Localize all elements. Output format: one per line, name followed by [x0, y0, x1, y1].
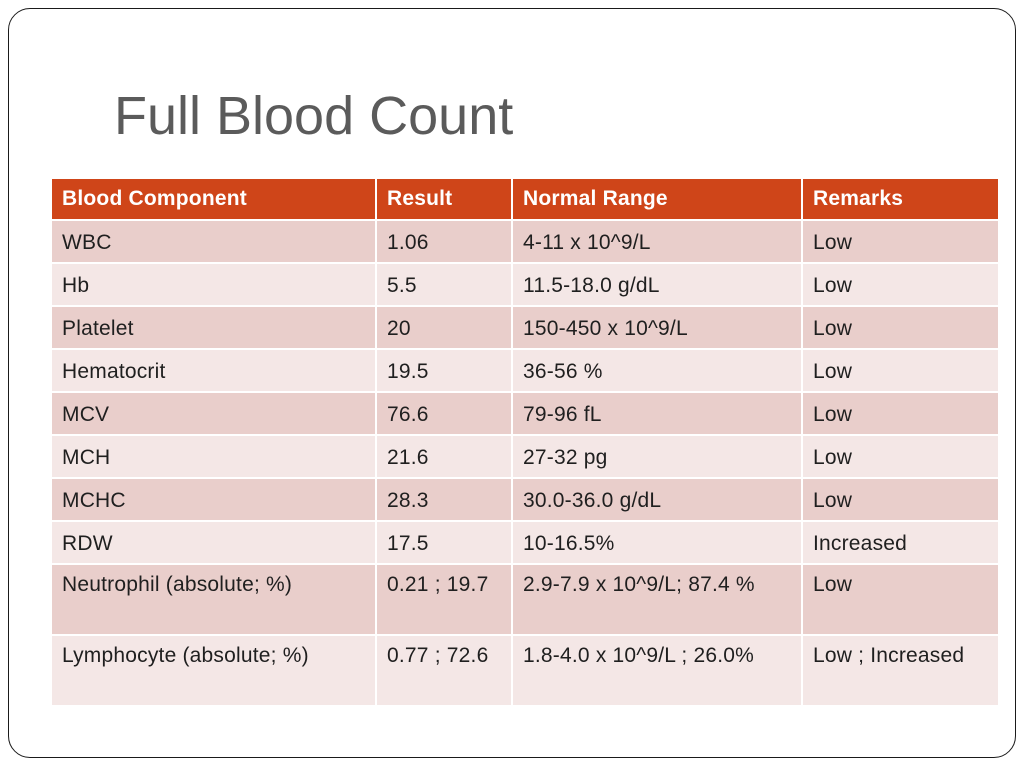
cell-component: Neutrophil (absolute; %) — [52, 564, 377, 636]
cell-normal-range: 150-450 x 10^9/L — [512, 306, 803, 350]
cell-remarks: Low — [802, 564, 998, 636]
table-row: Platelet 20 150-450 x 10^9/L Low — [52, 306, 998, 350]
cell-result: 28.3 — [376, 478, 513, 522]
cell-remarks: Low — [802, 478, 998, 522]
cell-result: 0.77 ; 72.6 — [376, 635, 513, 707]
table-row: MCHC 28.3 30.0-36.0 g/dL Low — [52, 478, 998, 522]
cell-component: WBC — [52, 220, 377, 264]
table-row: Neutrophil (absolute; %) 0.21 ; 19.7 2.9… — [52, 564, 998, 636]
cell-result: 76.6 — [376, 392, 513, 436]
cell-result: 21.6 — [376, 435, 513, 479]
header-result: Result — [376, 179, 513, 221]
table-row: Hematocrit 19.5 36-56 % Low — [52, 349, 998, 393]
cell-normal-range: 27-32 pg — [512, 435, 803, 479]
cell-normal-range: 4-11 x 10^9/L — [512, 220, 803, 264]
cell-remarks: Low — [802, 220, 998, 264]
table-row: Hb 5.5 11.5-18.0 g/dL Low — [52, 263, 998, 307]
cell-normal-range: 2.9-7.9 x 10^9/L; 87.4 % — [512, 564, 803, 636]
cell-normal-range: 11.5-18.0 g/dL — [512, 263, 803, 307]
header-remarks: Remarks — [802, 179, 998, 221]
header-blood-component: Blood Component — [52, 179, 377, 221]
cell-component: MCH — [52, 435, 377, 479]
cell-component: Hb — [52, 263, 377, 307]
cell-component: Hematocrit — [52, 349, 377, 393]
table-row: RDW 17.5 10-16.5% Increased — [52, 521, 998, 565]
cell-normal-range: 10-16.5% — [512, 521, 803, 565]
cell-result: 20 — [376, 306, 513, 350]
cell-component: MCHC — [52, 478, 377, 522]
cell-component: Platelet — [52, 306, 377, 350]
header-normal-range: Normal Range — [512, 179, 803, 221]
table-row: MCV 76.6 79-96 fL Low — [52, 392, 998, 436]
table-header-row: Blood Component Result Normal Range Rema… — [52, 179, 998, 221]
cell-remarks: Low — [802, 263, 998, 307]
cell-result: 19.5 — [376, 349, 513, 393]
table-row: MCH 21.6 27-32 pg Low — [52, 435, 998, 479]
cell-result: 17.5 — [376, 521, 513, 565]
full-blood-count-table: Blood Component Result Normal Range Rema… — [52, 179, 998, 707]
cell-remarks: Low — [802, 435, 998, 479]
cell-remarks: Increased — [802, 521, 998, 565]
cell-component: Lymphocyte (absolute; %) — [52, 635, 377, 707]
cell-result: 0.21 ; 19.7 — [376, 564, 513, 636]
table-row: Lymphocyte (absolute; %) 0.77 ; 72.6 1.8… — [52, 635, 998, 707]
cell-normal-range: 36-56 % — [512, 349, 803, 393]
slide-title: Full Blood Count — [114, 86, 514, 146]
cell-component: RDW — [52, 521, 377, 565]
table-row: WBC 1.06 4-11 x 10^9/L Low — [52, 220, 998, 264]
cell-remarks: Low — [802, 392, 998, 436]
cell-component: MCV — [52, 392, 377, 436]
slide-frame — [8, 8, 1016, 758]
cell-normal-range: 30.0-36.0 g/dL — [512, 478, 803, 522]
cell-remarks: Low ; Increased — [802, 635, 998, 707]
cell-remarks: Low — [802, 349, 998, 393]
cell-remarks: Low — [802, 306, 998, 350]
cell-result: 1.06 — [376, 220, 513, 264]
cell-normal-range: 79-96 fL — [512, 392, 803, 436]
cell-result: 5.5 — [376, 263, 513, 307]
cell-normal-range: 1.8-4.0 x 10^9/L ; 26.0% — [512, 635, 803, 707]
